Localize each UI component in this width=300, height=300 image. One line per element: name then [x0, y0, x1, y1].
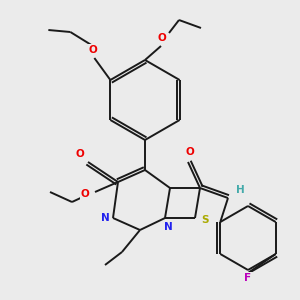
Text: O: O: [81, 189, 89, 199]
Text: O: O: [186, 147, 194, 157]
Text: O: O: [158, 33, 166, 43]
Text: N: N: [100, 213, 109, 223]
Text: O: O: [76, 149, 84, 159]
Text: O: O: [89, 45, 98, 55]
Text: H: H: [236, 185, 244, 195]
Text: S: S: [201, 215, 209, 225]
Text: N: N: [164, 222, 172, 232]
Text: F: F: [244, 273, 252, 283]
